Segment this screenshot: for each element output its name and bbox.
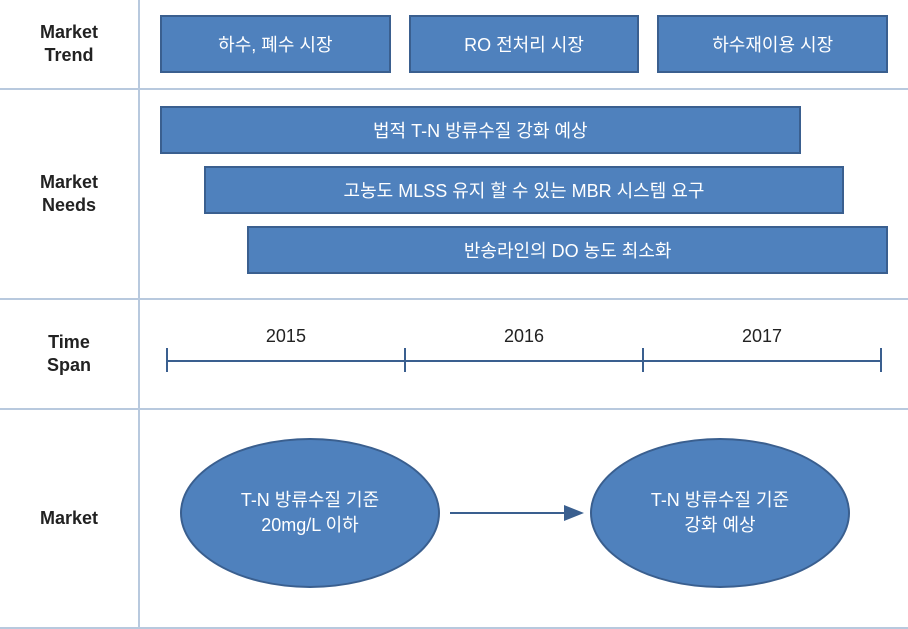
timeline-year-0: 2015	[266, 326, 306, 347]
needs-bar-1: 고농도 MLSS 유지 할 수 있는 MBR 시스템 요구	[204, 166, 845, 214]
timeline-tick-0	[166, 348, 168, 372]
market-ellipse-1-text: T-N 방류수질 기준강화 예상	[651, 488, 789, 538]
label-time-text: Time Span	[47, 331, 91, 378]
timeline-year-1: 2016	[504, 326, 544, 347]
trend-box-1: RO 전처리 시장	[409, 15, 640, 73]
trend-box-0-label: 하수, 폐수 시장	[218, 31, 332, 57]
roadmap-grid: Market Trend 하수, 폐수 시장 RO 전처리 시장 하수재이용 시…	[0, 0, 908, 629]
needs-bar-0: 법적 T-N 방류수질 강화 예상	[160, 106, 801, 154]
time-content: 2015 2016 2017	[140, 300, 908, 410]
timeline-tick-1	[404, 348, 406, 372]
market-ellipse-0-text: T-N 방류수질 기준20mg/L 이하	[241, 488, 379, 538]
label-market: Market	[0, 410, 140, 629]
needs-stack: 법적 T-N 방류수질 강화 예상고농도 MLSS 유지 할 수 있는 MBR …	[160, 90, 888, 298]
label-market-text: Market	[40, 507, 98, 530]
trend-box-1-label: RO 전처리 시장	[464, 31, 584, 57]
trend-content: 하수, 폐수 시장 RO 전처리 시장 하수재이용 시장	[140, 0, 908, 90]
timeline-tick-3	[880, 348, 882, 372]
trend-box-2: 하수재이용 시장	[657, 15, 888, 73]
label-needs: Market Needs	[0, 90, 140, 300]
trend-box-0: 하수, 폐수 시장	[160, 15, 391, 73]
market-wrap: T-N 방류수질 기준20mg/L 이하 T-N 방류수질 기준강화 예상	[160, 410, 888, 627]
needs-content: 법적 T-N 방류수질 강화 예상고농도 MLSS 유지 할 수 있는 MBR …	[140, 90, 908, 300]
timeline-axis	[167, 360, 880, 362]
market-content: T-N 방류수질 기준20mg/L 이하 T-N 방류수질 기준강화 예상	[140, 410, 908, 629]
label-trend: Market Trend	[0, 0, 140, 90]
market-ellipse-0: T-N 방류수질 기준20mg/L 이하	[180, 438, 440, 588]
label-time: Time Span	[0, 300, 140, 410]
market-arrow	[448, 501, 592, 525]
timeline-tick-2	[642, 348, 644, 372]
timeline-year-2: 2017	[742, 326, 782, 347]
trend-box-2-label: 하수재이용 시장	[712, 31, 833, 57]
label-needs-text: Market Needs	[40, 171, 98, 218]
market-ellipse-1: T-N 방류수질 기준강화 예상	[590, 438, 850, 588]
timeline: 2015 2016 2017	[160, 324, 888, 384]
label-trend-text: Market Trend	[40, 21, 98, 68]
needs-bar-2: 반송라인의 DO 농도 최소화	[247, 226, 888, 274]
trend-row: 하수, 폐수 시장 RO 전처리 시장 하수재이용 시장	[160, 15, 888, 73]
